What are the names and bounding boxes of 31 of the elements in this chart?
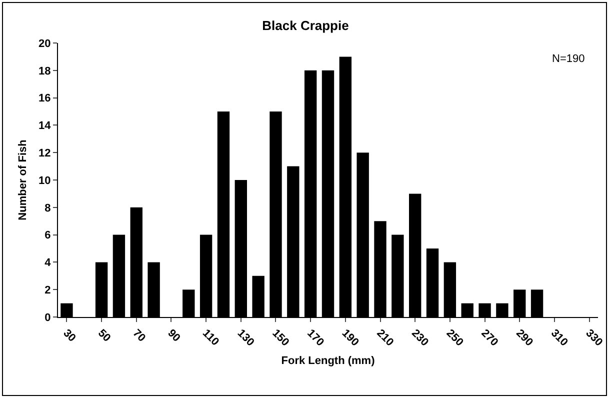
x-tick-label: 110 bbox=[200, 327, 222, 348]
x-axis-title: Fork Length (mm) bbox=[281, 354, 376, 367]
x-tick-label: 310 bbox=[548, 327, 570, 349]
x-tick-label: 90 bbox=[165, 327, 182, 344]
x-tick-label: 250 bbox=[444, 327, 466, 349]
x-tick-label: 130 bbox=[234, 327, 256, 349]
x-tick-label: 230 bbox=[409, 327, 431, 349]
y-tick-label: 4 bbox=[44, 257, 52, 270]
y-tick-label: 0 bbox=[44, 312, 51, 324]
y-tick-label: 16 bbox=[38, 92, 51, 105]
x-tick-label: 50 bbox=[96, 327, 113, 344]
y-tick-label: 12 bbox=[38, 147, 51, 160]
y-axis-title: Number of Fish bbox=[17, 139, 29, 220]
x-tick-label: 330 bbox=[583, 327, 605, 349]
x-tick-label: 190 bbox=[339, 327, 361, 349]
x-tick-label: 210 bbox=[374, 327, 396, 349]
y-tick-label: 6 bbox=[44, 230, 51, 242]
y-tick-label: 10 bbox=[38, 174, 51, 187]
x-tick-label: 170 bbox=[304, 327, 326, 349]
x-tick-label: 30 bbox=[60, 327, 78, 344]
annotation: N=190 bbox=[552, 53, 585, 65]
x-tick-label: 270 bbox=[478, 327, 500, 349]
x-tick-label: 150 bbox=[270, 327, 292, 349]
y-tick-label: 20 bbox=[38, 38, 51, 50]
x-tick-label: 70 bbox=[130, 327, 148, 344]
y-tick-label: 18 bbox=[38, 65, 51, 78]
chart-title: Black Crappie bbox=[262, 18, 349, 33]
y-tick-label: 8 bbox=[44, 202, 51, 214]
y-tick-label: 14 bbox=[38, 120, 52, 132]
y-tick-label: 2 bbox=[44, 284, 51, 296]
x-tick-label: 290 bbox=[514, 327, 536, 349]
